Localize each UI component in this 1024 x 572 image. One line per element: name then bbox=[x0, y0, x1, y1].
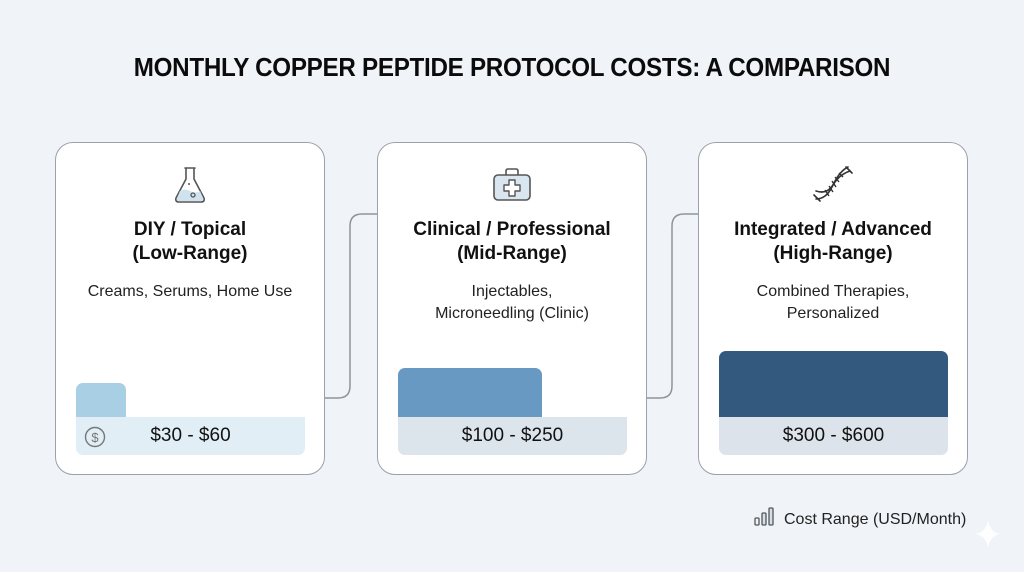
cost-bar-low bbox=[76, 383, 126, 417]
tier-title: Clinical / Professional bbox=[413, 219, 611, 240]
dna-icon bbox=[699, 163, 967, 207]
tier-description: Combined Therapies, Personalized bbox=[699, 281, 967, 325]
cost-bar-mid bbox=[398, 368, 542, 417]
tier-heading: Clinical / Professional (Mid-Range) bbox=[378, 218, 646, 266]
tier-desc-line: Creams, Serums, Home Use bbox=[87, 283, 293, 300]
svg-text:$: $ bbox=[91, 430, 99, 445]
sparkle-icon bbox=[976, 520, 1000, 548]
tier-desc-line: Injectables, bbox=[471, 283, 553, 300]
tier-desc-line: Microneedling (Clinic) bbox=[435, 305, 589, 322]
cost-bar-high bbox=[719, 351, 948, 417]
tier-card-mid: Clinical / Professional (Mid-Range) Inje… bbox=[377, 142, 647, 475]
cost-range-value: $300 - $600 bbox=[782, 425, 885, 446]
medical-kit-icon bbox=[378, 163, 646, 207]
tier-desc-line: Combined Therapies, bbox=[756, 283, 910, 300]
cost-range-value: $30 - $60 bbox=[150, 425, 231, 446]
tier-card-high: Integrated / Advanced (High-Range) Combi… bbox=[698, 142, 968, 475]
cost-band-low: $ $30 - $60 bbox=[76, 417, 305, 455]
legend-label: Cost Range (USD/Month) bbox=[784, 510, 967, 528]
tier-title: DIY / Topical bbox=[133, 219, 247, 240]
cost-range-value: $100 - $250 bbox=[461, 425, 564, 446]
tier-desc-line: Personalized bbox=[786, 305, 880, 322]
tier-range: (Low-Range) bbox=[132, 243, 248, 264]
tier-title: Integrated / Advanced bbox=[734, 219, 932, 240]
tier-description: Injectables, Microneedling (Clinic) bbox=[378, 281, 646, 325]
connector-line-2 bbox=[646, 213, 702, 399]
tier-description: Creams, Serums, Home Use bbox=[56, 281, 324, 303]
flask-icon bbox=[56, 163, 324, 207]
page-title: MONTHLY COPPER PEPTIDE PROTOCOL COSTS: A… bbox=[133, 52, 891, 82]
cost-band-high: $300 - $600 bbox=[719, 417, 948, 455]
bar-chart-icon bbox=[754, 507, 776, 532]
tier-heading: Integrated / Advanced (High-Range) bbox=[699, 218, 967, 266]
tier-range: (High-Range) bbox=[773, 243, 893, 264]
tier-range: (Mid-Range) bbox=[457, 243, 567, 264]
dollar-circle-icon: $ bbox=[84, 426, 106, 454]
tier-heading: DIY / Topical (Low-Range) bbox=[56, 218, 324, 266]
cost-band-mid: $100 - $250 bbox=[398, 417, 627, 455]
legend: Cost Range (USD/Month) bbox=[754, 507, 966, 532]
connector-line-1 bbox=[324, 213, 380, 399]
tier-card-low: DIY / Topical (Low-Range) Creams, Serums… bbox=[55, 142, 325, 475]
